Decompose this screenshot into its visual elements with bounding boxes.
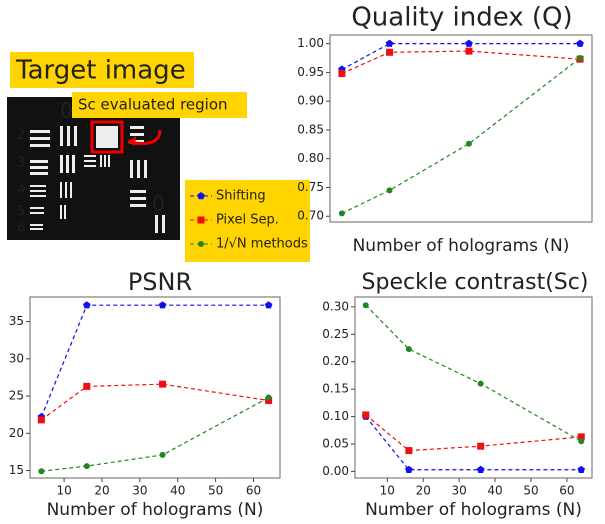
figure: Target image 0234560 Sc evaluated region… bbox=[0, 0, 605, 524]
series-line bbox=[41, 398, 268, 472]
series-line bbox=[366, 305, 581, 441]
y-tick-label: 25 bbox=[9, 389, 24, 403]
marker bbox=[84, 463, 90, 469]
plot-frame bbox=[30, 297, 280, 478]
marker bbox=[38, 468, 44, 474]
y-tick-label: 0.30 bbox=[322, 299, 349, 313]
marker bbox=[83, 301, 91, 308]
marker bbox=[339, 210, 345, 216]
marker bbox=[265, 301, 273, 308]
series-line bbox=[342, 51, 580, 73]
marker bbox=[477, 466, 485, 473]
y-tick-label: 35 bbox=[9, 314, 24, 328]
x-tick-label: 10 bbox=[380, 484, 395, 498]
x-tick-label: 60 bbox=[246, 484, 261, 498]
x-tick-label: 20 bbox=[94, 484, 109, 498]
target-number: 6 bbox=[17, 221, 25, 236]
target-number: 2 bbox=[17, 128, 25, 143]
series-line bbox=[366, 415, 581, 451]
marker bbox=[465, 40, 473, 47]
marker bbox=[466, 141, 472, 147]
target-number: 0 bbox=[60, 99, 73, 123]
x-tick-label: 40 bbox=[487, 484, 502, 498]
y-tick-label: 0.25 bbox=[322, 327, 349, 341]
target-number: 5 bbox=[17, 205, 25, 220]
legend-label: Shifting bbox=[216, 189, 266, 204]
y-tick-label: 0.75 bbox=[297, 180, 324, 194]
chart-title: PSNR bbox=[128, 268, 192, 296]
marker bbox=[362, 411, 369, 418]
chart: Quality index (Q) Number of holograms (N)… bbox=[297, 3, 592, 257]
marker bbox=[477, 443, 484, 450]
legend-marker bbox=[198, 241, 204, 247]
legend-label: 1/√N methods bbox=[216, 237, 308, 252]
marker bbox=[405, 447, 412, 454]
series-line bbox=[342, 58, 580, 213]
y-tick-label: 0.20 bbox=[322, 354, 349, 368]
y-tick-label: 0.00 bbox=[322, 464, 349, 478]
region-label: Sc evaluated region bbox=[78, 96, 228, 114]
marker bbox=[406, 346, 412, 352]
marker bbox=[363, 302, 369, 308]
marker bbox=[478, 381, 484, 387]
x-axis-label: Number of holograms (N) bbox=[353, 236, 570, 256]
target-number: 3 bbox=[17, 156, 25, 171]
target-number: 0 bbox=[152, 192, 165, 216]
marker bbox=[266, 395, 272, 401]
x-tick-label: 30 bbox=[451, 484, 466, 498]
y-tick-label: 0.85 bbox=[297, 122, 324, 136]
marker bbox=[577, 55, 583, 61]
x-axis-label: Number of holograms (N) bbox=[365, 500, 582, 520]
x-tick-label: 30 bbox=[132, 484, 147, 498]
marker bbox=[38, 416, 45, 423]
y-tick-label: 0.05 bbox=[322, 436, 349, 450]
y-tick-label: 0.95 bbox=[297, 65, 324, 79]
target-number: 4 bbox=[17, 183, 25, 198]
marker bbox=[159, 301, 167, 308]
y-tick-label: 0.90 bbox=[297, 94, 324, 108]
marker bbox=[387, 187, 393, 193]
target-title: Target image bbox=[15, 56, 186, 86]
marker bbox=[159, 381, 166, 388]
marker bbox=[386, 49, 393, 56]
legend-marker bbox=[198, 217, 205, 224]
legend-label: Pixel Sep. bbox=[216, 213, 279, 228]
chart: Speckle contrast(Sc) Number of holograms … bbox=[322, 270, 592, 520]
series-line bbox=[41, 384, 268, 420]
x-tick-label: 50 bbox=[208, 484, 223, 498]
x-tick-label: 40 bbox=[170, 484, 185, 498]
marker bbox=[576, 40, 584, 47]
marker bbox=[160, 452, 166, 458]
marker bbox=[386, 40, 394, 47]
series-line bbox=[366, 417, 581, 470]
y-tick-label: 1.00 bbox=[297, 36, 324, 50]
y-tick-label: 30 bbox=[9, 351, 24, 365]
marker bbox=[465, 48, 472, 55]
series-line bbox=[41, 305, 268, 417]
x-tick-label: 10 bbox=[56, 484, 71, 498]
marker bbox=[577, 466, 585, 473]
plot-frame bbox=[355, 297, 592, 478]
x-tick-label: 60 bbox=[559, 484, 574, 498]
marker bbox=[338, 70, 345, 77]
chart: PSNR Number of holograms (N) 15 20 25 30 35 10 2… bbox=[9, 268, 280, 520]
chart-title: Speckle contrast(Sc) bbox=[362, 270, 589, 295]
marker bbox=[83, 383, 90, 390]
marker bbox=[578, 438, 584, 444]
y-tick-label: 0.80 bbox=[297, 151, 324, 165]
x-tick-label: 50 bbox=[523, 484, 538, 498]
y-tick-label: 20 bbox=[9, 426, 24, 440]
x-axis-label: Number of holograms (N) bbox=[47, 500, 264, 520]
chart-title: Quality index (Q) bbox=[351, 3, 572, 33]
y-tick-label: 0.10 bbox=[322, 409, 349, 423]
plot-frame bbox=[330, 35, 592, 222]
x-tick-label: 20 bbox=[416, 484, 431, 498]
y-tick-label: 0.70 bbox=[297, 209, 324, 223]
series-line bbox=[342, 44, 580, 70]
y-tick-label: 15 bbox=[9, 463, 24, 477]
y-tick-label: 0.15 bbox=[322, 382, 349, 396]
